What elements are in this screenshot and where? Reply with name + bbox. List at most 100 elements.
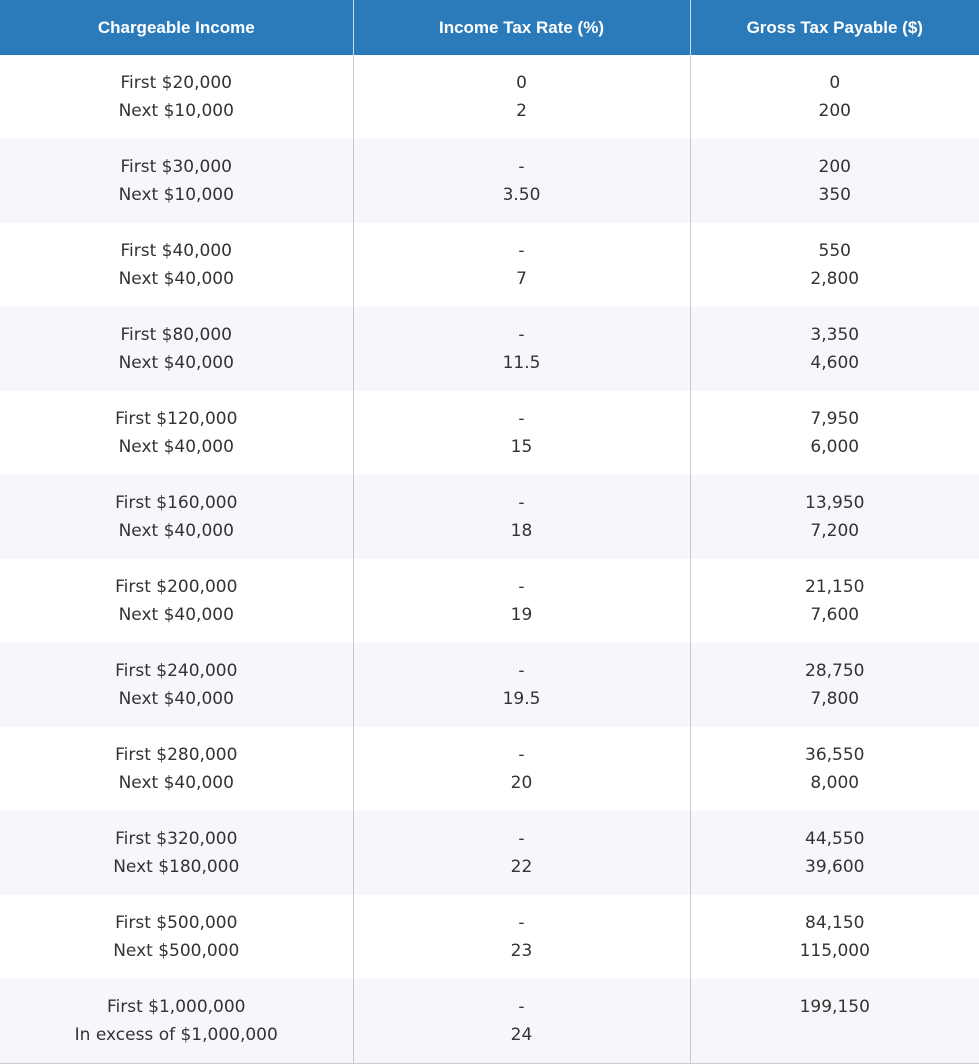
tax-line: 39,600 xyxy=(691,853,979,881)
income-line: First $80,000 xyxy=(0,321,353,349)
tax-line: 350 xyxy=(691,181,979,209)
gross-tax-payable-cell: 199,150 xyxy=(690,979,979,1064)
header-gross-tax-payable: Gross Tax Payable ($) xyxy=(690,0,979,55)
tax-line: 2,800 xyxy=(691,265,979,293)
tax-line: 28,750 xyxy=(691,657,979,685)
cell-content: -20 xyxy=(354,727,690,797)
rate-line: 15 xyxy=(354,433,690,461)
income-line: Next $40,000 xyxy=(0,265,353,293)
income-line: First $160,000 xyxy=(0,489,353,517)
rate-line: 11.5 xyxy=(354,349,690,377)
rate-line: - xyxy=(354,909,690,937)
tax-line: 115,000 xyxy=(691,937,979,965)
header-chargeable-income: Chargeable Income xyxy=(0,0,353,55)
tax-line: 7,800 xyxy=(691,685,979,713)
cell-content: -3.50 xyxy=(354,139,690,209)
income-tax-rate-cell: -23 xyxy=(353,895,690,979)
rate-line: 0 xyxy=(354,69,690,97)
rate-line: 7 xyxy=(354,265,690,293)
cell-content: -24 xyxy=(354,979,690,1049)
income-tax-rate-cell: -20 xyxy=(353,727,690,811)
table-header: Chargeable Income Income Tax Rate (%) Gr… xyxy=(0,0,979,55)
rate-line: 19.5 xyxy=(354,685,690,713)
rate-line: 3.50 xyxy=(354,181,690,209)
tax-line: 199,150 xyxy=(691,993,979,1021)
income-line: First $120,000 xyxy=(0,405,353,433)
income-line: First $20,000 xyxy=(0,69,353,97)
income-tax-rate-cell: -3.50 xyxy=(353,139,690,223)
income-line: Next $40,000 xyxy=(0,685,353,713)
tax-line: 36,550 xyxy=(691,741,979,769)
income-line: Next $40,000 xyxy=(0,433,353,461)
income-tax-rate-cell: -24 xyxy=(353,979,690,1064)
header-income-tax-rate: Income Tax Rate (%) xyxy=(353,0,690,55)
tax-line xyxy=(691,1021,979,1049)
income-line: Next $40,000 xyxy=(0,601,353,629)
cell-content: -15 xyxy=(354,391,690,461)
rate-line: 23 xyxy=(354,937,690,965)
tax-line: 21,150 xyxy=(691,573,979,601)
cell-content: -22 xyxy=(354,811,690,881)
income-tax-rate-cell: -19 xyxy=(353,559,690,643)
tax-line: 200 xyxy=(691,97,979,125)
income-line: First $200,000 xyxy=(0,573,353,601)
income-line: Next $180,000 xyxy=(0,853,353,881)
income-line: In excess of $1,000,000 xyxy=(0,1021,353,1049)
cell-content: -18 xyxy=(354,475,690,545)
rate-line: 18 xyxy=(354,517,690,545)
income-line: First $280,000 xyxy=(0,741,353,769)
rate-line: - xyxy=(354,321,690,349)
rate-line: - xyxy=(354,489,690,517)
income-line: Next $40,000 xyxy=(0,349,353,377)
rate-line: 2 xyxy=(354,97,690,125)
rate-line: 20 xyxy=(354,769,690,797)
rate-line: - xyxy=(354,657,690,685)
tax-line: 200 xyxy=(691,153,979,181)
income-line: Next $500,000 xyxy=(0,937,353,965)
tax-line: 0 xyxy=(691,69,979,97)
tax-line: 3,350 xyxy=(691,321,979,349)
income-line: First $320,000 xyxy=(0,825,353,853)
tax-line: 13,950 xyxy=(691,489,979,517)
rate-line: 19 xyxy=(354,601,690,629)
